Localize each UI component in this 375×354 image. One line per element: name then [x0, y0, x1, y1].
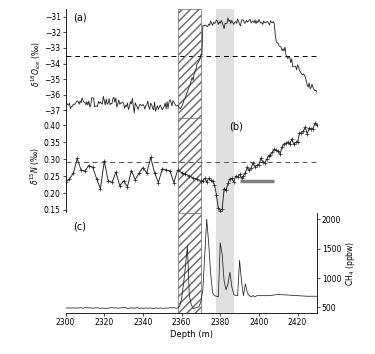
Bar: [178, 118, 201, 213]
Bar: [178, 9, 201, 118]
Text: (a): (a): [73, 12, 87, 22]
Text: (b): (b): [229, 121, 243, 131]
X-axis label: Depth (m): Depth (m): [170, 330, 213, 339]
Y-axis label: $\delta^{18}O_{ice}$ (‰): $\delta^{18}O_{ice}$ (‰): [29, 40, 43, 87]
Y-axis label: CH$_4$ (ppbw): CH$_4$ (ppbw): [344, 241, 357, 286]
Bar: [216, 213, 234, 313]
Y-axis label: $\delta^{15}N$ (‰): $\delta^{15}N$ (‰): [29, 147, 42, 185]
Text: (c): (c): [73, 221, 86, 232]
Bar: [178, 213, 201, 313]
Bar: [216, 118, 234, 213]
Bar: [216, 9, 234, 118]
